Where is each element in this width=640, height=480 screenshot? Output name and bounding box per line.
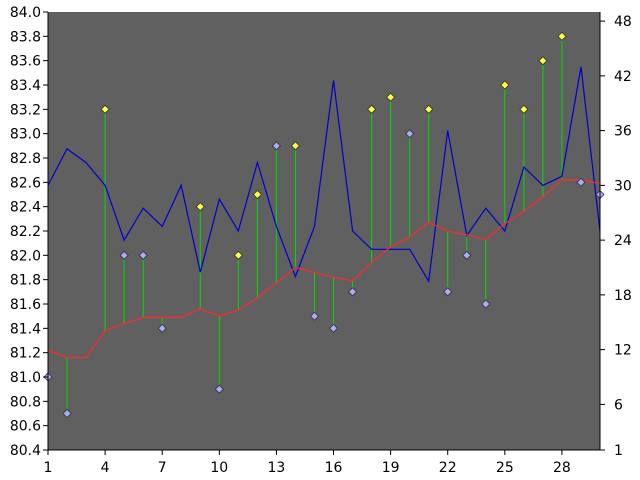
- bottom-axis: 1 4 7 10 13 16 19 22 25 28: [44, 449, 600, 476]
- marker-yellow: [100, 104, 110, 114]
- left-tick-label: 80.6: [10, 419, 41, 435]
- bottom-tick-label: 4: [101, 460, 110, 476]
- left-tick-label: 83.0: [10, 127, 41, 143]
- marker-lavender: [462, 250, 472, 260]
- marker-yellow: [386, 92, 396, 102]
- left-tick-label: 81.0: [10, 370, 41, 386]
- left-tick-label: 80.8: [10, 394, 41, 410]
- marker-yellow: [233, 250, 243, 260]
- plot-area: [48, 12, 600, 450]
- bottom-tick-label: 7: [158, 460, 167, 476]
- marker-yellow: [195, 202, 205, 212]
- marker-yellow: [500, 80, 510, 90]
- right-tick-label: 18: [614, 288, 632, 304]
- right-axis: 48 42 36 30 24 18 12 6 1: [599, 12, 632, 459]
- left-tick-label: 83.6: [10, 54, 41, 70]
- marker-lavender: [328, 323, 339, 333]
- marker-lavender: [214, 384, 224, 394]
- right-tick-label: 42: [614, 69, 632, 85]
- left-tick-label: 82.0: [10, 248, 41, 264]
- marker-yellow: [252, 189, 262, 200]
- right-tick-label: 36: [614, 124, 632, 140]
- marker-yellow: [519, 104, 529, 114]
- series-line-blue: [47, 66, 601, 284]
- marker-lavender: [271, 141, 281, 151]
- marker-lavender: [138, 250, 148, 260]
- left-tick-label: 84.0: [10, 5, 41, 21]
- left-tick-label: 81.8: [10, 273, 41, 289]
- left-tick-label: 82.6: [10, 175, 41, 191]
- bottom-tick-label: 10: [210, 460, 228, 476]
- drop-lines: [47, 36, 601, 414]
- marker-lavender: [62, 408, 72, 419]
- left-axis: 84.0 83.8 83.6 83.4 83.2 83.0 82.8 82.6 82.4 82.2…: [10, 5, 49, 459]
- marker-yellow: [557, 31, 567, 41]
- marker-lavender: [119, 250, 129, 260]
- marker-lavender: [443, 287, 453, 297]
- left-tick-label: 83.4: [10, 78, 41, 94]
- marker-yellow: [424, 104, 434, 114]
- right-tick-label: 6: [614, 397, 623, 413]
- left-tick-label: 83.8: [10, 29, 41, 45]
- marker-yellow: [290, 141, 301, 151]
- marker-lavender: [309, 311, 320, 321]
- left-tick-label: 83.2: [10, 102, 41, 118]
- right-tick-label: 24: [614, 233, 632, 249]
- bottom-tick-label: 13: [267, 460, 285, 476]
- left-tick-label: 82.8: [10, 151, 41, 167]
- marker-lavender: [481, 299, 491, 309]
- right-tick-label: 48: [614, 14, 632, 30]
- right-tick-label: 12: [614, 343, 632, 359]
- marker-lavender: [576, 177, 586, 187]
- marker-lavender: [157, 323, 167, 333]
- marker-yellow: [538, 56, 548, 66]
- marker-lavender: [405, 129, 415, 139]
- marker-yellow: [367, 104, 377, 114]
- right-tick-label: 30: [614, 178, 632, 194]
- bottom-tick-label: 19: [382, 460, 400, 476]
- series-layer: [47, 66, 601, 359]
- marker-layer: [43, 31, 605, 419]
- marker-lavender: [347, 287, 358, 297]
- bottom-tick-label: 25: [496, 460, 514, 476]
- left-tick-label: 80.4: [10, 443, 41, 459]
- bottom-tick-label: 28: [553, 460, 571, 476]
- right-tick-label: 1: [614, 443, 623, 459]
- left-tick-label: 82.2: [10, 224, 41, 240]
- left-tick-label: 82.4: [10, 200, 41, 216]
- left-tick-label: 81.2: [10, 346, 41, 362]
- left-tick-label: 81.4: [10, 321, 41, 337]
- bottom-tick-label: 16: [325, 460, 343, 476]
- left-tick-label: 81.6: [10, 297, 41, 313]
- series-line-red: [47, 179, 601, 359]
- bottom-tick-label: 22: [439, 460, 457, 476]
- bottom-tick-label: 1: [44, 460, 53, 476]
